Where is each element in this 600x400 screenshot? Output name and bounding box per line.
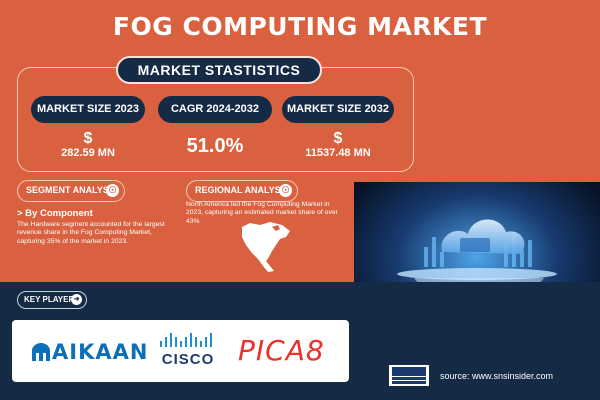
currency-symbol: $ [83, 130, 93, 147]
metric-value-2023: $ 282.59 MN [31, 131, 145, 160]
by-component-subheading: > By Component [17, 208, 93, 219]
regional-analysis-heading: REGIONAL ANALYSIS ☉ [186, 180, 298, 202]
aikaan-mark-icon [32, 343, 50, 361]
metric-label-2032: MARKET SIZE 2032 [282, 96, 394, 123]
sns-insider-logo [389, 365, 429, 386]
metric-number: 282.59 MN [61, 147, 115, 159]
logos-panel: AIKAAN CISCO PICA8 [12, 320, 349, 382]
cisco-wordmark: CISCO [161, 351, 215, 368]
north-america-map [242, 222, 290, 272]
globe-icon: ☉ [279, 184, 292, 197]
metric-label-2023: MARKET SIZE 2023 [31, 96, 145, 123]
metric-value-2032: $ 11537.48 MN [282, 131, 394, 160]
metric-label-cagr: CAGR 2024-2032 [158, 96, 272, 123]
regional-analysis-label: REGIONAL ANALYSIS [195, 185, 290, 195]
key-players-heading: KEY PLAYERS ➜ [17, 291, 87, 309]
page-title: FOG COMPUTING MARKET [112, 12, 488, 41]
pica8-logo: PICA8 [238, 334, 325, 367]
cisco-logo: CISCO [158, 333, 218, 369]
aikaan-wordmark: AIKAAN [52, 340, 149, 364]
stats-heading: MARKET STASTISTICS [116, 56, 322, 84]
metric-number: 11537.48 MN [305, 147, 371, 159]
segment-analysis-heading: SEGMENT ANALYSIS ☉ [17, 180, 125, 202]
segment-description: The Hardware segment accounted for the l… [17, 221, 165, 245]
arrow-icon: ➜ [71, 294, 82, 305]
cisco-bars-icon [160, 333, 212, 347]
source-text: source: www.snsinsider.com [440, 371, 554, 381]
regional-description: North America led the Fog Computing Mark… [186, 201, 338, 225]
aikaan-logo: AIKAAN [30, 338, 148, 366]
key-players-label: KEY PLAYERS [24, 295, 80, 304]
segment-analysis-label: SEGMENT ANALYSIS [26, 185, 118, 195]
currency-symbol: $ [333, 130, 343, 147]
metric-value-cagr: 51.0% [186, 135, 244, 157]
globe-icon: ☉ [106, 184, 119, 197]
